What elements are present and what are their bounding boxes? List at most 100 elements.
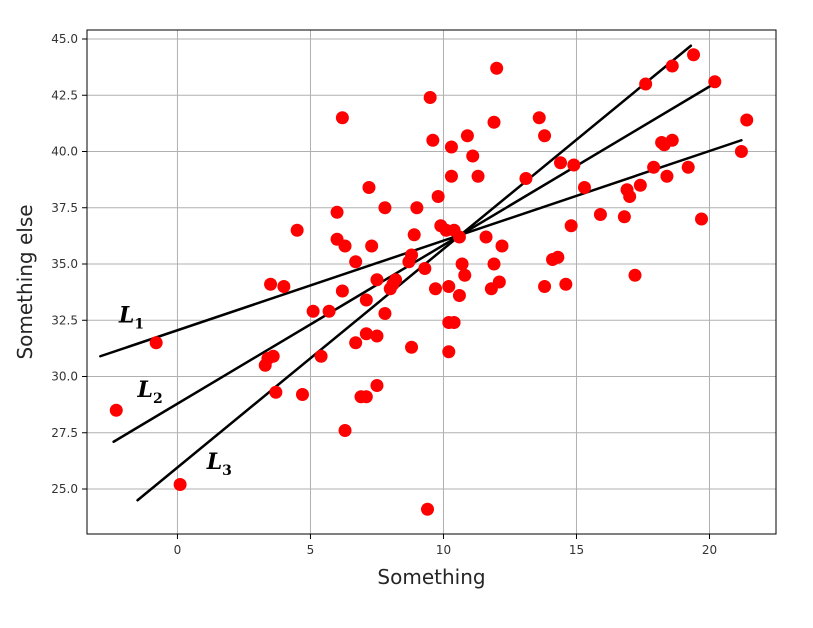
- x-axis-label: Something: [377, 565, 485, 589]
- data-point: [335, 111, 349, 125]
- data-point: [338, 239, 352, 253]
- data-point: [452, 289, 466, 302]
- data-point: [359, 390, 373, 404]
- data-point: [623, 190, 637, 203]
- data-point: [554, 156, 568, 170]
- data-point: [359, 293, 373, 307]
- data-point: [173, 478, 187, 491]
- data-point: [665, 133, 679, 147]
- data-point: [538, 129, 552, 143]
- data-point: [405, 340, 419, 354]
- data-point: [695, 212, 709, 226]
- y-tick-label: 32.5: [51, 313, 78, 327]
- data-point: [370, 273, 384, 287]
- x-tick-label: 10: [436, 543, 451, 557]
- x-tick-label: 15: [569, 543, 584, 557]
- line-label-l3: L3: [206, 449, 232, 479]
- data-point: [734, 145, 748, 158]
- data-point: [306, 304, 320, 318]
- data-point: [431, 190, 445, 203]
- data-point: [479, 230, 493, 244]
- y-tick-label: 45.0: [51, 32, 78, 46]
- data-point: [359, 327, 373, 341]
- data-point: [428, 282, 442, 296]
- data-point: [407, 228, 421, 242]
- fit-line-l3: [136, 44, 693, 502]
- line-labels: L1 L2 L3: [118, 303, 232, 479]
- line-label-l1: L1: [118, 303, 144, 333]
- y-tick-label: 40.0: [51, 145, 78, 159]
- data-point: [495, 239, 509, 253]
- fit-lines: [99, 44, 743, 502]
- data-point: [264, 277, 278, 291]
- data-point: [442, 280, 456, 293]
- fit-line-l2: [112, 80, 719, 443]
- data-point: [349, 255, 363, 269]
- y-tick-label: 30.0: [51, 370, 78, 384]
- data-point: [538, 280, 552, 293]
- data-point: [426, 133, 440, 147]
- data-point: [681, 160, 695, 174]
- data-point: [532, 111, 546, 125]
- data-point: [519, 172, 533, 185]
- data-point: [418, 262, 432, 275]
- data-points: [109, 48, 754, 516]
- data-point: [647, 160, 661, 174]
- data-point: [378, 201, 392, 215]
- data-point: [564, 219, 578, 233]
- x-tick-label: 5: [307, 543, 315, 557]
- y-axis-label: Something else: [13, 204, 37, 359]
- data-point: [551, 250, 565, 264]
- data-point: [389, 273, 403, 287]
- y-tick-label: 25.0: [51, 482, 78, 496]
- data-point: [740, 113, 754, 127]
- data-point: [471, 169, 485, 183]
- x-tick-label: 0: [174, 543, 182, 557]
- data-point: [444, 169, 458, 183]
- data-point: [442, 345, 456, 359]
- data-point: [458, 268, 472, 282]
- y-tick-label: 37.5: [51, 201, 78, 215]
- data-point: [617, 210, 631, 224]
- data-point: [687, 48, 701, 62]
- data-point: [628, 268, 642, 282]
- data-point: [577, 181, 591, 194]
- data-point: [460, 129, 474, 143]
- data-point: [295, 388, 309, 401]
- data-point: [421, 502, 435, 516]
- data-point: [593, 208, 607, 221]
- data-point: [447, 316, 461, 329]
- data-point: [639, 77, 653, 91]
- data-point: [362, 181, 376, 194]
- data-point: [455, 257, 469, 271]
- data-point: [349, 336, 363, 350]
- data-point: [410, 201, 424, 215]
- data-point: [335, 284, 349, 298]
- data-point: [466, 149, 480, 163]
- data-point: [365, 239, 379, 253]
- data-point: [487, 257, 501, 271]
- data-point: [338, 424, 352, 437]
- data-point: [559, 277, 573, 291]
- data-point: [370, 379, 384, 392]
- axis-ticks: 0 5 10 15 20 25.0 27.5 30.0 32.5 35.0 37.5 40.0 42.5…: [51, 32, 717, 557]
- data-point: [277, 280, 291, 293]
- data-point: [149, 336, 163, 350]
- data-point: [487, 115, 501, 129]
- fit-line-l1: [99, 139, 743, 358]
- data-point: [370, 329, 384, 343]
- data-point: [378, 307, 392, 320]
- data-point: [266, 349, 280, 363]
- data-point: [423, 91, 437, 104]
- data-point: [290, 223, 304, 237]
- data-point: [665, 59, 679, 73]
- y-tick-label: 42.5: [51, 88, 78, 102]
- data-point: [633, 178, 647, 192]
- data-point: [660, 169, 674, 183]
- y-tick-label: 35.0: [51, 257, 78, 271]
- data-point: [109, 403, 123, 417]
- data-point: [322, 304, 336, 318]
- data-point: [708, 75, 722, 89]
- data-point: [269, 385, 283, 399]
